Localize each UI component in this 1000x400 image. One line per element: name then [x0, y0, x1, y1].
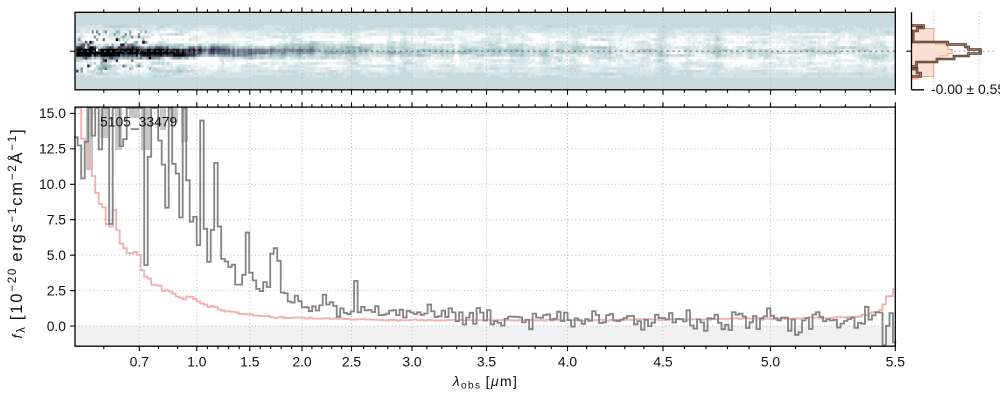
svg-text:5105_33479: 5105_33479: [100, 114, 178, 130]
svg-text:1.5: 1.5: [240, 354, 260, 370]
svg-text:λobs [μm]: λobs [μm]: [452, 373, 518, 392]
svg-text:4.5: 4.5: [653, 354, 673, 370]
svg-text:0.0: 0.0: [47, 318, 67, 334]
svg-text:0.7: 0.7: [130, 354, 150, 370]
svg-text:3.0: 3.0: [402, 354, 422, 370]
svg-text:3.5: 3.5: [477, 354, 497, 370]
svg-text:5.0: 5.0: [761, 354, 781, 370]
svg-text:5.5: 5.5: [886, 354, 906, 370]
svg-text:2.5: 2.5: [47, 282, 67, 298]
svg-text:1.0: 1.0: [187, 354, 207, 370]
svg-text:5.0: 5.0: [47, 247, 67, 263]
svg-text:4.0: 4.0: [558, 354, 578, 370]
svg-text:15.0: 15.0: [39, 105, 66, 121]
svg-text:7.5: 7.5: [47, 212, 67, 228]
svg-text:2.0: 2.0: [292, 354, 312, 370]
svg-text:12.5: 12.5: [39, 141, 66, 157]
svg-text:2.5: 2.5: [342, 354, 362, 370]
svg-text:-0.00 ± 0.55: -0.00 ± 0.55: [931, 81, 1000, 97]
svg-text:fλ [10−20 ergs−1cm−2Å−1]: fλ [10−20 ergs−1cm−2Å−1]: [7, 128, 28, 339]
svg-text:10.0: 10.0: [39, 176, 66, 192]
